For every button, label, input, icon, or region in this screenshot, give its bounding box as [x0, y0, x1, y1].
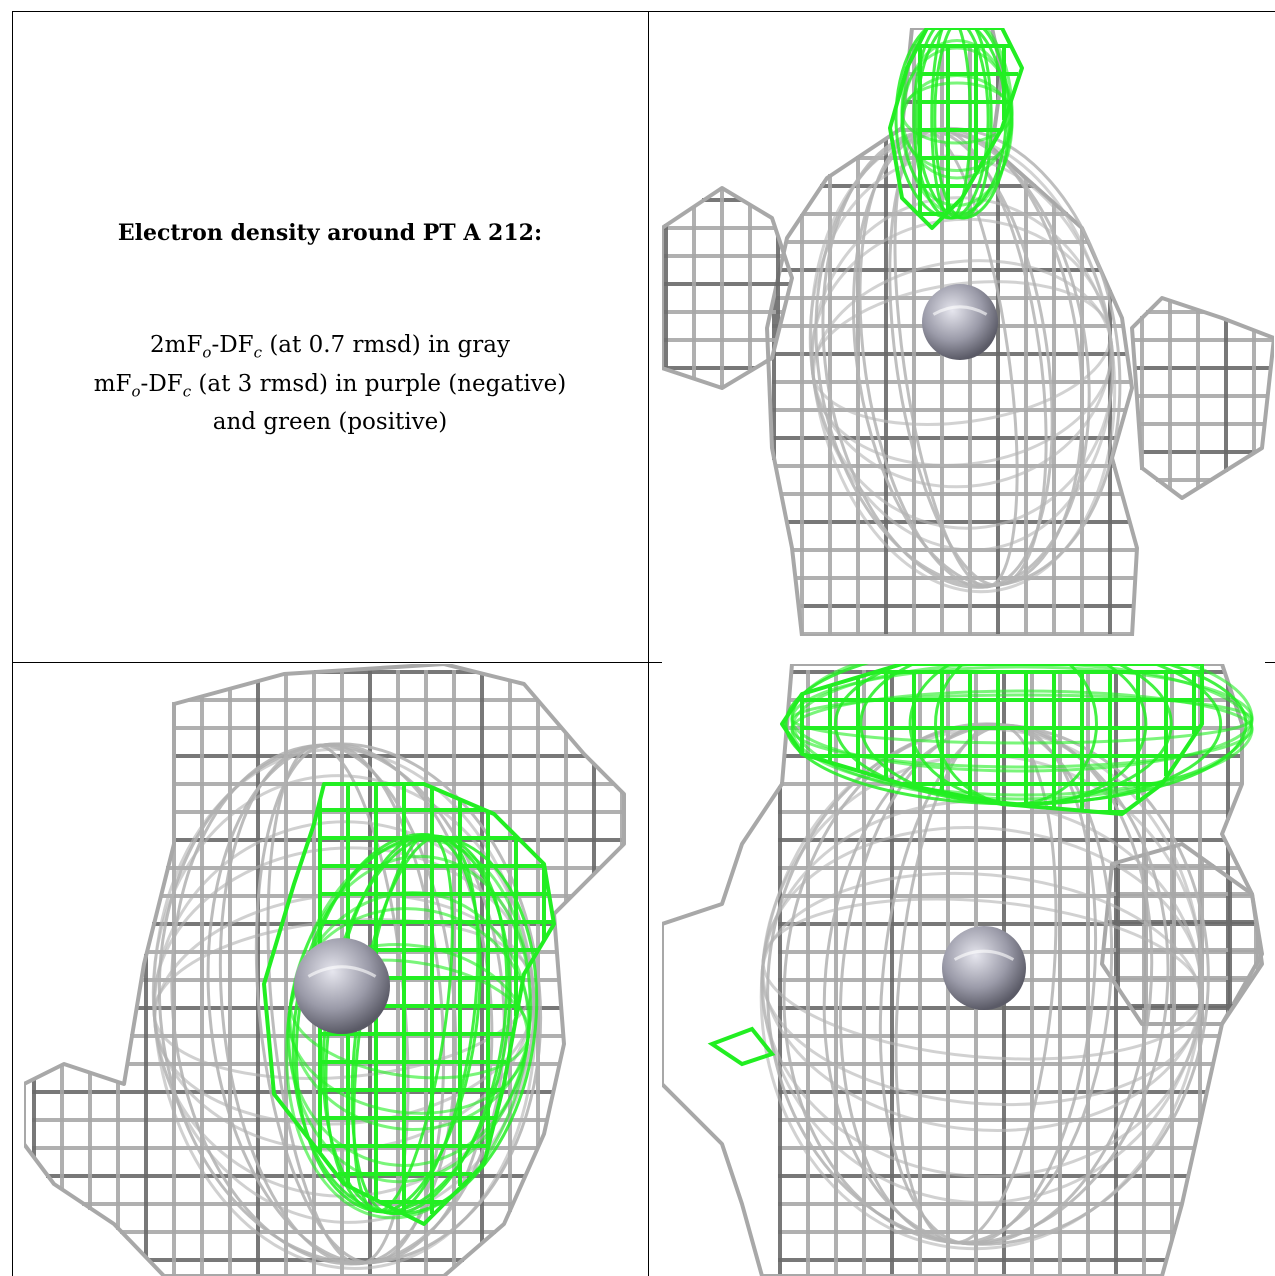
caption-legend: 2mFo-DFc (at 0.7 rmsd) in gray mFo-DFc (…	[12, 330, 648, 438]
contour-line	[894, 28, 1008, 220]
frame-left-border-lower	[12, 663, 13, 1276]
contour-line	[811, 259, 1114, 467]
density-view-bottom-right	[662, 664, 1274, 1276]
mesh-outline	[1100, 842, 1264, 1026]
mesh-2fofc-right-lobe	[1130, 296, 1274, 500]
caption-panel: Electron density around PT A 212: 2mFo-D…	[12, 12, 648, 662]
positive-contours-c	[784, 664, 1254, 806]
mesh-outline	[662, 664, 1264, 1276]
mesh-svg-top-right	[662, 28, 1274, 636]
contour-line	[790, 664, 1254, 797]
platinum-atom	[942, 926, 1026, 1010]
frame-horizontal-divider-right	[636, 662, 662, 663]
contour-line	[285, 838, 532, 1220]
frame-vertical-divider	[648, 11, 649, 1276]
contour-line	[766, 723, 1210, 1246]
platinum-atom	[922, 284, 998, 360]
density-view-top-right	[662, 28, 1274, 636]
positive-density-small	[707, 1026, 776, 1067]
contour-line	[930, 28, 972, 220]
density-view-bottom-left	[24, 664, 636, 1276]
contour-line	[790, 664, 1254, 801]
positive-outline	[780, 664, 1204, 816]
atom-highlight	[307, 965, 377, 978]
legend-line-fofc-colors: and green (positive)	[212, 409, 448, 436]
contour-line	[900, 28, 1014, 215]
mesh-2fofc-right-ring	[1100, 842, 1264, 1026]
positive-contours-a	[894, 28, 1014, 220]
mesh-2fofc-left-lobe	[662, 186, 794, 390]
mesh-svg-bottom-left	[24, 664, 626, 1276]
positive-contours-b	[285, 832, 539, 1220]
contour-line	[152, 747, 537, 1271]
frame-horizontal-divider-tick	[1265, 662, 1275, 663]
atom-highlight	[932, 305, 988, 316]
legend-line-fofc: mFo-DFc (at 3 rmsd) in purple (negative)	[93, 370, 567, 401]
frame-left-border	[12, 11, 13, 663]
frame-horizontal-divider-left	[12, 662, 636, 663]
mesh-outline	[662, 186, 794, 390]
caption-title: Electron density around PT A 212:	[117, 220, 543, 246]
contour-line	[157, 742, 543, 1265]
mesh-outline	[1130, 296, 1274, 500]
mesh-svg-bottom-right	[662, 664, 1264, 1276]
legend-line-2fofc: 2mFo-DFc (at 0.7 rmsd) in gray	[150, 332, 510, 362]
mesh-outline	[24, 664, 626, 1276]
contour-line	[291, 834, 539, 1216]
contour-line	[915, 28, 1011, 220]
platinum-atom	[294, 938, 390, 1034]
atom-highlight	[953, 949, 1015, 961]
frame-top-border	[12, 11, 1275, 12]
